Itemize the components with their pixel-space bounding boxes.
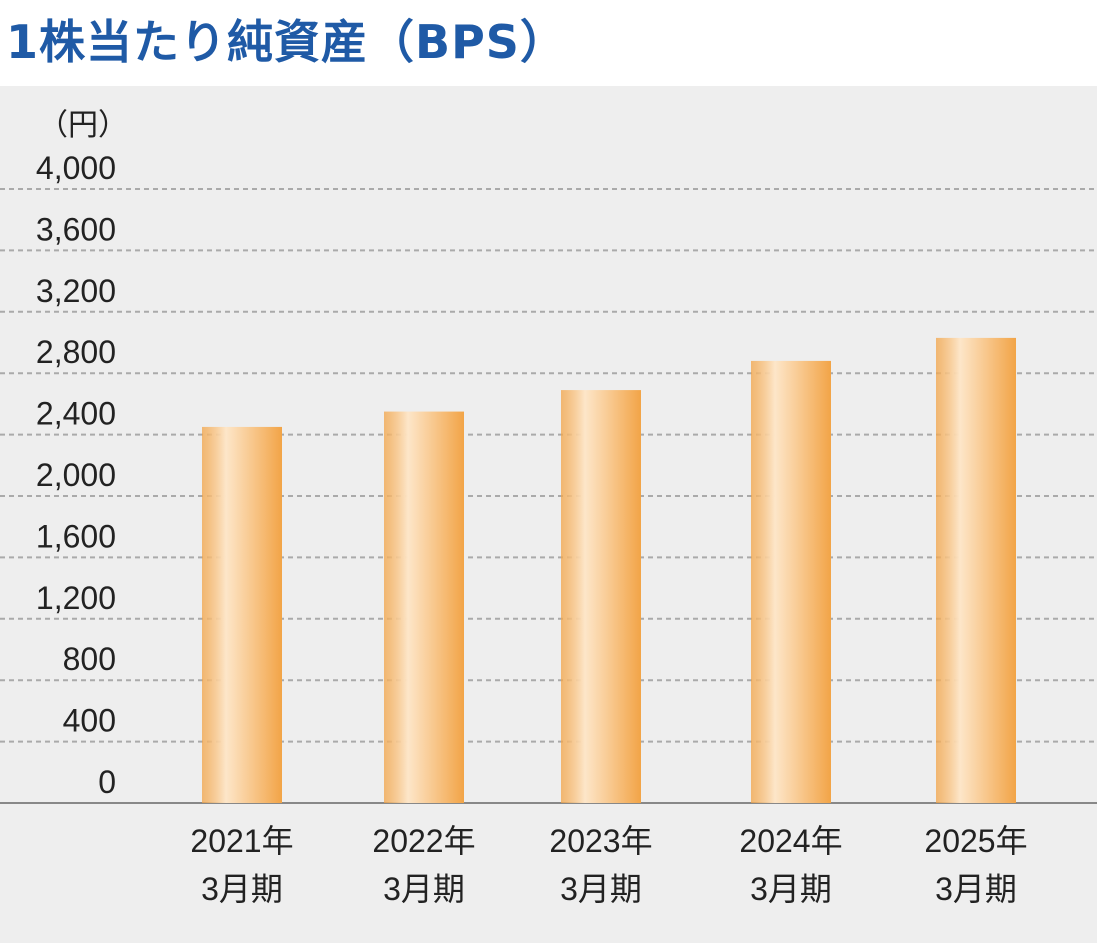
- bar: [936, 337, 1016, 803]
- y-tick-label: 400: [63, 703, 116, 739]
- y-tick-label: 0: [98, 764, 116, 800]
- x-category-label: 2022年: [372, 823, 475, 859]
- x-category-label: 3月期: [560, 871, 642, 907]
- chart-area: [0, 86, 1097, 943]
- y-tick-label: 2,800: [36, 334, 116, 370]
- bar: [751, 360, 831, 803]
- bar: [384, 411, 464, 803]
- y-tick-label: 2,000: [36, 457, 116, 493]
- x-category-label: 3月期: [383, 871, 465, 907]
- bar: [561, 390, 641, 803]
- x-category-label: 2025年: [924, 823, 1027, 859]
- x-category-label: 3月期: [750, 871, 832, 907]
- y-tick-label: 1,600: [36, 518, 116, 554]
- y-tick-label: 2,400: [36, 396, 116, 432]
- x-category-label: 2024年: [739, 823, 842, 859]
- y-tick-label: 1,200: [36, 580, 116, 616]
- y-tick-label: 800: [63, 641, 116, 677]
- bar: [202, 426, 282, 803]
- y-tick-label: 3,600: [36, 211, 116, 247]
- x-category-label: 2021年: [190, 823, 293, 859]
- y-tick-label: 4,000: [36, 150, 116, 186]
- y-unit-label: （円）: [38, 108, 128, 143]
- y-tick-label: 3,200: [36, 273, 116, 309]
- x-category-label: 2023年: [549, 823, 652, 859]
- x-category-label: 3月期: [935, 871, 1017, 907]
- x-category-label: 3月期: [201, 871, 283, 907]
- chart-title: 1株当たり純資産（BPS）: [6, 15, 567, 69]
